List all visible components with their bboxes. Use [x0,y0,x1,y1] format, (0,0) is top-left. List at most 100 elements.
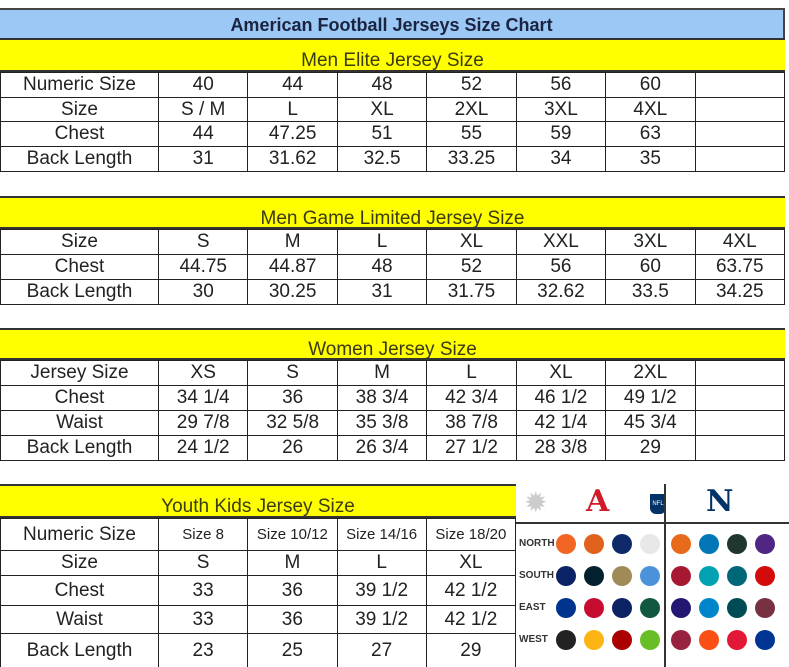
table-cell: 42 1/2 [425,575,517,606]
table-cell: 48 [336,72,428,98]
table-cell: 46 1/2 [515,385,607,411]
table-cell: S [157,550,249,576]
table-cell: 63 [605,121,696,147]
table-row: Back Length 23 25 27 29 [0,633,517,667]
team-logo-icon [755,534,775,554]
table-cell: 33 [157,575,249,606]
table-cell: 38 7/8 [426,410,517,436]
nfl-shield-logo: NFL [650,494,666,514]
table-cell: 31 [336,279,428,305]
team-logo-icon [727,598,747,618]
table-cell: XS [157,360,249,386]
table-cell: 40 [157,72,249,98]
table-cell: 48 [336,254,428,280]
table-cell: 29 [605,435,696,461]
team-logo-icon [755,566,775,586]
table-cell: 36 [247,605,338,634]
row-label: Back Length [0,279,159,305]
table-cell: XL [515,360,607,386]
table-cell: 28 3/8 [515,435,607,461]
table-cell: S / M [157,97,249,122]
table-cell: 2XL [605,360,696,386]
table-cell [694,435,786,461]
team-logo-icon [671,598,691,618]
team-logo-icon [612,566,632,586]
table-cell: 47.25 [247,121,338,147]
table-row: Back Length 31 31.62 32.5 33.25 34 35 [0,146,786,172]
team-logo-icon [640,598,660,618]
table-cell: 33 [157,605,249,634]
table-cell: 45 3/4 [605,410,696,436]
table-cell: 39 1/2 [336,575,427,606]
table-cell: M [336,360,428,386]
table-cell: 30 [157,279,249,305]
section-heading: Men Elite Jersey Size [0,38,785,72]
table-cell: 34 1/4 [157,385,249,411]
table-cell: 34.25 [694,279,786,305]
team-logo-icon [556,534,576,554]
table-cell: 49 1/2 [605,385,696,411]
table-cell: XXL [515,229,607,255]
section-heading: Women Jersey Size [0,328,785,360]
team-logo-icon [640,534,660,554]
table-cell: 24 1/2 [157,435,249,461]
row-label: Size [0,97,159,122]
row-label: Jersey Size [0,360,159,386]
table-cell: Size 14/16 [336,518,427,551]
table-row: Numeric Size Size 8 Size 10/12 Size 14/16 Si… [0,518,517,551]
table-cell: 52 [426,72,517,98]
row-label: Back Length [0,633,159,667]
team-logo-icon [699,630,719,650]
table-cell: 60 [605,72,696,98]
nfl-star-icon: ✹ [524,487,548,518]
table-cell: 55 [426,121,517,147]
table-cell: 25 [247,633,338,667]
row-label: Chest [0,575,159,606]
team-logo-icon [727,630,747,650]
table-cell: 42 1/4 [515,410,607,436]
row-label: Size [0,229,159,255]
team-logo-icon [612,534,632,554]
table-cell: 3XL [515,97,607,122]
table-cell [694,72,786,98]
team-logo-icon [584,534,604,554]
table-cell: XL [336,97,428,122]
table-cell: 27 [336,633,427,667]
table-cell: 33.25 [426,146,517,172]
table-cell: 42 3/4 [426,385,517,411]
team-logo-icon [755,630,775,650]
table-cell: 33.5 [605,279,696,305]
section-3: Youth Kids Jersey Size Numeric Size Size 8… [0,484,517,667]
table-cell: 31 [157,146,249,172]
table-cell: 32.62 [515,279,607,305]
team-logo-icon [671,534,691,554]
table-cell [694,410,786,436]
table-cell [694,146,786,172]
section-heading: Youth Kids Jersey Size [0,484,516,518]
table-cell: 3XL [605,229,696,255]
size-table: Numeric Size Size 8 Size 10/12 Size 14/16 Si… [0,518,517,667]
division-label: EAST [519,602,546,613]
table-cell: M [247,550,338,576]
section-0: Men Elite Jersey Size Numeric Size 40 44 48 5… [0,38,786,172]
table-cell: 27 1/2 [426,435,517,461]
table-cell: 59 [515,121,607,147]
section-2: Women Jersey Size Jersey Size XS S M L XL 2XL Ch… [0,328,786,461]
table-cell: 63.75 [694,254,786,280]
table-cell [694,121,786,147]
nfl-logos-panel: ✹ A NFL N NORTH SOUTH EAST WEST [516,484,789,667]
team-logo-icon [727,566,747,586]
row-label: Back Length [0,146,159,172]
table-cell [694,97,786,122]
table-cell: L [247,97,338,122]
table-cell: 36 [247,385,338,411]
table-row: Size S / M L XL 2XL 3XL 4XL [0,97,786,122]
table-row: Chest 33 36 39 1/2 42 1/2 [0,575,517,606]
team-logo-icon [755,598,775,618]
team-logo-icon [671,566,691,586]
table-cell: 29 [425,633,517,667]
divider-h [516,522,789,524]
team-logo-icon [556,566,576,586]
table-cell: XL [425,550,517,576]
